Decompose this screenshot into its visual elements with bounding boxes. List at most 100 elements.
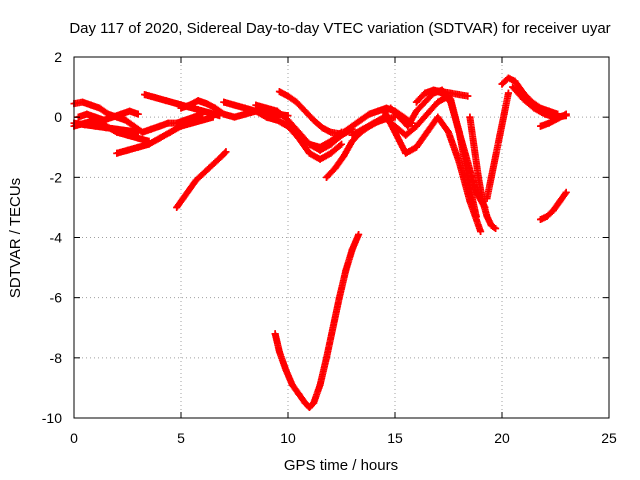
data-point: [562, 110, 570, 118]
chart-title: Day 117 of 2020, Sidereal Day-to-day VTE…: [69, 20, 610, 37]
data-point: [203, 100, 211, 108]
data-point: [430, 86, 438, 94]
series-arc-21: [466, 113, 500, 232]
data-point: [252, 107, 260, 115]
data-point: [438, 88, 446, 96]
data-point: [477, 227, 485, 235]
data-point: [402, 149, 410, 157]
data-point: [391, 128, 399, 136]
series-arc-5: [113, 113, 217, 157]
y-tick-label: -10: [42, 410, 62, 426]
data-point: [338, 140, 345, 148]
x-tick-label: 15: [387, 430, 403, 446]
data-point: [124, 146, 131, 154]
y-tick-label: -6: [50, 290, 63, 306]
data-point: [464, 158, 472, 166]
data-point: [327, 140, 335, 148]
data-point: [198, 170, 206, 178]
data-point: [198, 116, 206, 124]
y-axis-label: SDTVAR / TECUs: [7, 178, 24, 298]
data-point: [329, 324, 337, 332]
data-point: [474, 173, 482, 181]
data-point: [423, 128, 431, 136]
data-point: [412, 107, 420, 115]
data-point: [194, 97, 202, 105]
data-point: [109, 113, 117, 121]
data-point: [359, 125, 367, 133]
data-point: [447, 98, 455, 106]
data-point: [357, 116, 365, 124]
data-point: [464, 92, 472, 100]
y-tick-label: 2: [54, 49, 62, 65]
y-tick-label: -8: [50, 350, 63, 366]
data-point: [455, 128, 463, 136]
data-point: [370, 119, 378, 127]
data-point: [348, 131, 356, 139]
data-point: [305, 140, 313, 148]
data-point: [305, 149, 313, 157]
data-point: [211, 158, 219, 166]
data-point: [348, 137, 356, 145]
data-point: [156, 122, 164, 130]
series-arc-7: [173, 148, 230, 211]
data-point: [543, 212, 551, 220]
y-tick-label: -2: [50, 169, 63, 185]
data-point: [134, 110, 142, 118]
data-point: [83, 110, 91, 118]
data-point: [134, 143, 142, 151]
data-point: [487, 221, 495, 229]
data-point: [284, 122, 292, 130]
data-point: [166, 128, 174, 136]
data-point: [301, 107, 309, 115]
data-point: [91, 113, 99, 121]
data-point: [327, 128, 335, 136]
data-point: [323, 173, 331, 181]
data-point: [545, 119, 553, 127]
data-point: [102, 124, 110, 132]
data-point: [288, 381, 296, 389]
data-point: [194, 106, 202, 114]
data-point: [275, 88, 283, 96]
series-arc-20: [430, 86, 472, 100]
data-point: [500, 110, 508, 118]
x-tick-label: 25: [601, 430, 617, 446]
data-point: [263, 104, 271, 112]
data-point: [222, 148, 230, 156]
series-arc-25: [537, 110, 570, 130]
data-point: [447, 89, 455, 97]
data-point: [284, 92, 292, 100]
series-arc-6: [141, 91, 224, 120]
data-point: [421, 98, 429, 106]
data-point: [126, 107, 134, 115]
data-point: [483, 194, 491, 202]
data-point: [164, 119, 172, 127]
data-point: [327, 149, 335, 157]
data-point: [241, 104, 249, 112]
data-point: [117, 110, 125, 118]
data-point: [554, 115, 562, 123]
data-point: [470, 143, 478, 151]
data-point: [145, 140, 153, 148]
data-point: [434, 98, 442, 106]
series-arc-22: [483, 89, 512, 202]
data-point: [537, 122, 545, 130]
data-point: [549, 206, 557, 214]
data-point: [530, 104, 538, 112]
axis-ticks: 0 5 10 15 20 25 -10 -8 -6 -4 -2 0 2: [42, 49, 617, 446]
data-point: [156, 134, 164, 142]
data-point: [348, 122, 356, 130]
data-point: [220, 110, 228, 118]
data-point: [186, 185, 194, 193]
series-arc-12: [275, 88, 343, 138]
data-point: [374, 107, 382, 115]
data-point: [342, 267, 350, 275]
data-point: [556, 197, 564, 205]
data-point: [81, 121, 89, 129]
data-point: [492, 224, 500, 232]
data-point: [310, 399, 318, 407]
data-point: [496, 131, 504, 139]
data-series: [70, 74, 570, 411]
data-point: [404, 122, 412, 130]
x-axis-label: GPS time / hours: [284, 457, 398, 474]
